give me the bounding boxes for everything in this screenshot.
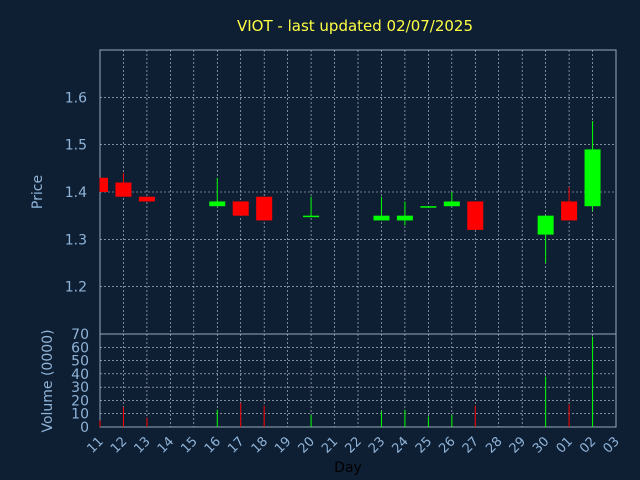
day-tick-label: 30 bbox=[530, 434, 552, 456]
day-tick-label: 25 bbox=[413, 434, 435, 456]
candle-body bbox=[467, 201, 484, 230]
candle-body bbox=[420, 206, 437, 208]
volume-axis-label: Volume (0000) bbox=[40, 329, 56, 432]
candle-body bbox=[138, 196, 155, 202]
day-tick-label: 24 bbox=[389, 434, 411, 456]
day-tick-label: 22 bbox=[343, 434, 365, 456]
day-tick-label: 12 bbox=[108, 434, 130, 456]
day-tick-label: 28 bbox=[483, 434, 505, 456]
candle-body bbox=[232, 201, 249, 216]
day-tick-label: 16 bbox=[202, 434, 224, 456]
candle-body bbox=[115, 182, 132, 197]
volume-tick-label: 20 bbox=[71, 393, 89, 409]
volume-tick-label: 40 bbox=[71, 367, 89, 383]
x-axis-label: Day bbox=[334, 460, 362, 476]
day-tick-label: 14 bbox=[155, 434, 177, 456]
day-tick-label: 19 bbox=[272, 434, 294, 456]
candle-body bbox=[396, 215, 413, 221]
price-tick-label: 1.5 bbox=[65, 138, 87, 154]
candle-body bbox=[561, 201, 578, 221]
candle-body bbox=[537, 215, 554, 235]
day-tick-label: 26 bbox=[436, 434, 458, 456]
price-tick-label: 1.4 bbox=[65, 185, 87, 201]
volume-plot-frame bbox=[99, 333, 617, 428]
price-tick-label: 1.6 bbox=[65, 90, 87, 106]
candle-body bbox=[256, 196, 273, 221]
day-tick-label: 03 bbox=[601, 434, 623, 456]
day-tick-label: 23 bbox=[366, 434, 388, 456]
day-tick-label: 15 bbox=[178, 434, 200, 456]
chart-title: VIOT - last updated 02/07/2025 bbox=[237, 17, 473, 35]
volume-tick-label: 0 bbox=[80, 420, 89, 436]
volume-tick-label: 30 bbox=[71, 380, 89, 396]
day-tick-label: 02 bbox=[577, 434, 599, 456]
price-tick-label: 1.3 bbox=[65, 232, 87, 248]
price-axis-label: Price bbox=[30, 175, 46, 209]
day-tick-label: 11 bbox=[85, 434, 107, 456]
candle-body bbox=[303, 215, 320, 218]
candle-body bbox=[443, 201, 460, 207]
candle-body bbox=[373, 215, 390, 221]
volume-tick-label: 60 bbox=[71, 340, 89, 356]
volume-tick-label: 50 bbox=[71, 354, 89, 370]
candle-body bbox=[100, 177, 108, 192]
volume-tick-label: 10 bbox=[71, 407, 89, 423]
candle-body bbox=[584, 149, 601, 207]
day-tick-label: 13 bbox=[131, 434, 153, 456]
day-tick-label: 29 bbox=[507, 434, 529, 456]
day-tick-label: 20 bbox=[296, 434, 318, 456]
volume-tick-label: 70 bbox=[71, 327, 89, 343]
day-tick-label: 27 bbox=[460, 434, 482, 456]
day-tick-label: 21 bbox=[319, 434, 341, 456]
day-tick-label: 18 bbox=[249, 434, 271, 456]
day-tick-label: 17 bbox=[225, 434, 247, 456]
candle-body bbox=[209, 201, 226, 207]
day-tick-label: 01 bbox=[554, 434, 576, 456]
price-tick-label: 1.2 bbox=[65, 280, 87, 296]
